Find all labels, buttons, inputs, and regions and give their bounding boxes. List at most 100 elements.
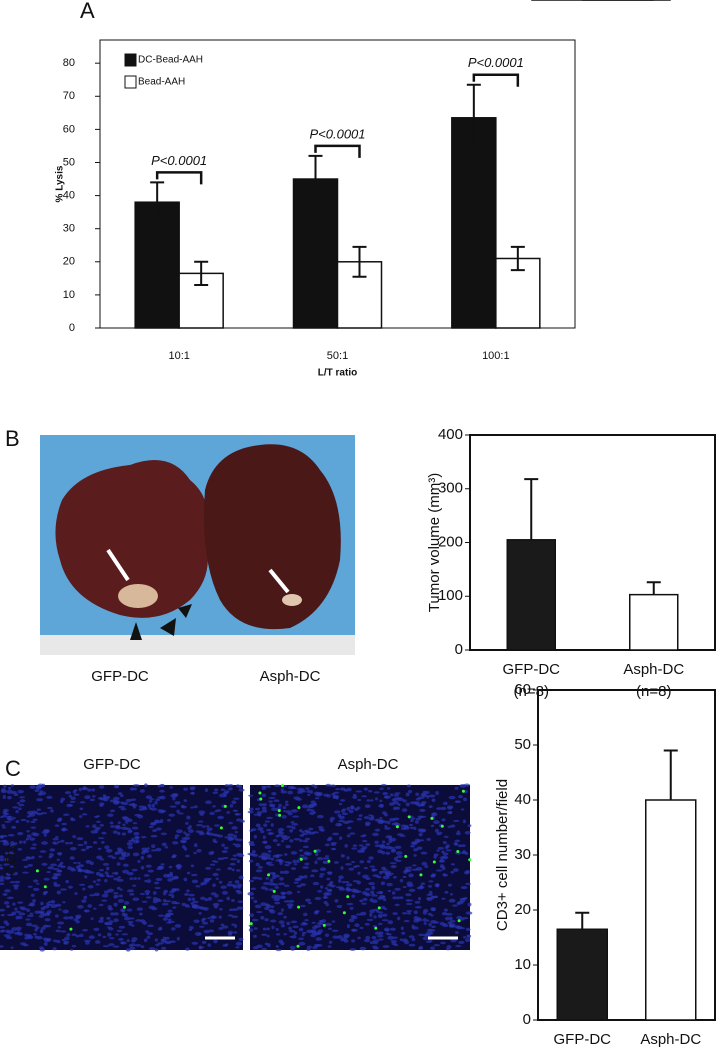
nucleus [441,806,447,811]
nucleus [84,795,91,800]
nucleus [265,904,272,908]
nucleus [377,911,384,914]
nucleus [323,793,329,797]
x-tick-label: Asph-DC [623,661,684,678]
cd3-cell [461,789,465,793]
nucleus [98,903,104,907]
nucleus [314,860,318,865]
nucleus [162,873,170,878]
nucleus [411,868,419,871]
nucleus [78,815,83,819]
nucleus [66,933,71,937]
nucleus [260,830,265,834]
nucleus [253,813,261,816]
nucleus [345,883,353,887]
nucleus [403,919,410,923]
error-bar [308,154,323,204]
nucleus [341,881,346,884]
nucleus [328,927,332,930]
nucleus [75,914,82,918]
nucleus [129,892,135,896]
nucleus [15,810,19,814]
nucleus [85,869,92,874]
nucleus [302,931,307,935]
nucleus [81,813,88,816]
bar [556,928,608,1021]
nucleus [378,804,384,808]
y-tick-label: 70 [63,90,75,102]
nucleus [426,928,433,933]
nucleus [353,793,357,797]
nucleus [201,825,206,828]
nucleus [302,839,309,843]
nucleus [113,896,118,899]
nucleus [109,825,117,828]
y-tick-label: 300 [438,480,463,497]
nucleus [442,841,447,845]
nucleus [136,907,144,911]
nucleus [0,789,8,794]
nucleus [132,822,138,825]
nucleus [319,873,325,876]
nucleus [24,936,30,940]
nucleus [256,811,263,814]
nucleus [26,834,32,839]
nucleus [2,826,7,829]
nucleus [251,918,259,922]
nucleus [236,859,240,864]
nucleus [64,791,71,795]
nucleus [124,901,130,905]
nucleus [130,943,136,947]
nucleus [268,800,273,803]
nucleus [261,933,268,936]
nucleus [329,784,337,787]
nucleus [212,872,219,877]
nucleus [283,785,287,788]
nucleus [360,911,367,916]
nucleus [3,863,10,866]
nucleus [436,849,440,852]
nucleus [443,835,449,838]
nucleus [13,842,18,845]
nucleus [249,807,254,811]
nucleus [254,904,262,909]
nucleus [140,865,145,870]
nucleus [142,850,147,853]
nucleus [456,925,463,930]
nucleus [309,790,313,794]
nucleus [145,896,152,899]
nucleus [402,938,408,943]
nucleus [232,854,238,857]
nucleus [168,813,176,817]
nucleus [443,801,448,806]
nucleus [159,784,165,787]
nucleus [40,926,46,930]
nucleus [118,805,125,809]
nucleus [172,906,177,909]
nucleus [298,829,303,833]
nucleus [467,934,471,939]
nucleus [431,798,436,803]
nucleus [193,805,198,809]
photo-caption: GFP-DC [91,668,149,685]
nucleus [370,890,375,894]
nucleus [266,816,273,820]
nucleus [424,790,430,795]
nucleus [368,814,373,817]
bar [645,799,697,1021]
nucleus [102,862,110,866]
nucleus [224,784,230,787]
error-bar [646,581,661,595]
nucleus [309,811,315,816]
nucleus [267,832,275,835]
nucleus [362,834,367,837]
nucleus [78,883,86,886]
y-tick-label: 0 [455,641,463,658]
nucleus [386,787,391,790]
nucleus [338,875,344,880]
nucleus [253,934,257,938]
nucleus [289,829,294,833]
nucleus [281,839,285,843]
nucleus [264,942,269,946]
nucleus [77,843,84,847]
